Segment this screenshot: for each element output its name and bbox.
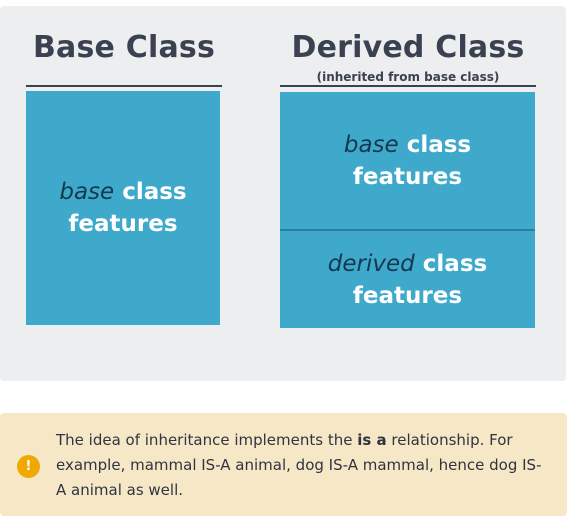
derived-own-features-box: derived class features [280, 231, 535, 328]
base-class-rule [26, 85, 222, 87]
derived-bottom-text1: class [422, 250, 488, 277]
note-text-after: relationship. For example, mammal IS-A a… [56, 431, 542, 499]
base-class-title: Base Class [32, 30, 215, 65]
base-class-box: base class features [26, 91, 220, 325]
derived-top-text2: features [352, 163, 463, 190]
derived-top-text1: class [406, 131, 472, 158]
derived-base-features-box: base class features [280, 92, 535, 229]
base-class-box-label: base class features [59, 176, 186, 240]
note-text-bold: is a [357, 431, 387, 449]
derived-top-em: base [343, 131, 399, 158]
derived-bottom-em: derived [327, 250, 415, 277]
derived-class-rule [280, 85, 536, 87]
note-text-before: The idea of inheritance implements the [56, 431, 358, 449]
info-note [0, 413, 567, 516]
derived-divider [280, 229, 535, 231]
base-class-box-text2: features [68, 211, 178, 237]
derived-class-title: Derived Class [291, 30, 525, 65]
exclamation-icon: ! [17, 455, 40, 478]
derived-own-features-label: derived class features [328, 248, 487, 312]
base-class-box-em: base [59, 179, 115, 205]
note-text: The idea of inheritance implements the i… [56, 428, 546, 503]
derived-bottom-text2: features [352, 282, 463, 309]
base-class-box-text1: class [122, 179, 187, 205]
derived-base-features-label: base class features [344, 129, 471, 193]
derived-class-subtitle: (inherited from base class) [316, 70, 500, 84]
